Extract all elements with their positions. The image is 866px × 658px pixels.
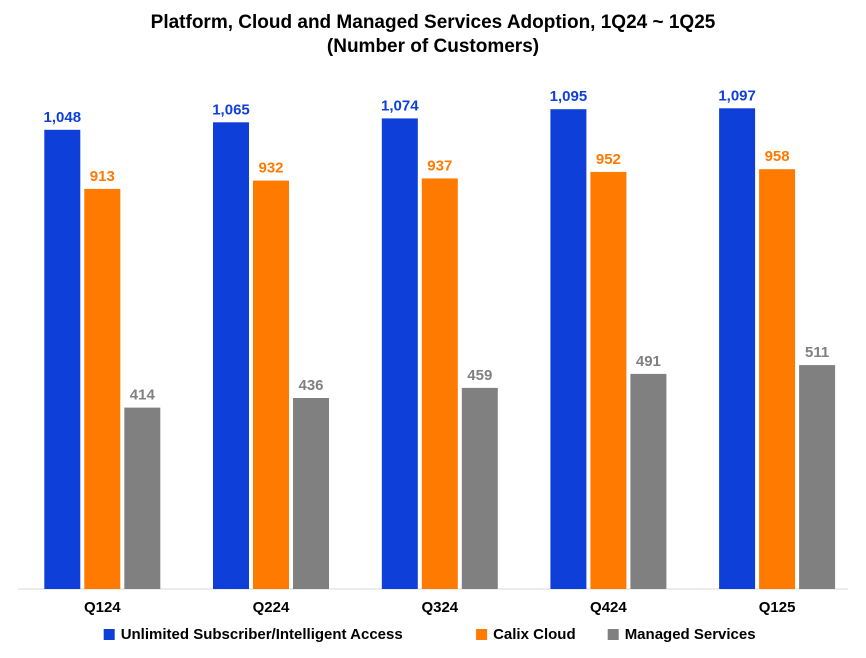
chart-subtitle: (Number of Customers): [327, 36, 539, 57]
bar-q124-series-2: [124, 407, 161, 589]
bar-q125-series-0: [719, 108, 756, 590]
x-tick-q324: Q324: [421, 599, 458, 616]
bar-q424-series-0: [550, 109, 587, 589]
x-tick-q224: Q224: [253, 599, 290, 616]
legend-swatch-2: [607, 629, 619, 640]
bar-q424-series-2: [630, 373, 667, 589]
data-label-q224-series-0: 1,065: [212, 101, 250, 118]
bar-q424-series-1: [590, 171, 627, 589]
legend-swatch-0: [103, 629, 115, 640]
x-tick-q124: Q124: [84, 599, 121, 616]
bar-q224-series-1: [253, 180, 289, 589]
data-label-q324-series-1: 937: [427, 157, 452, 174]
bar-q124-series-1: [84, 188, 121, 589]
bar-q224-series-0: [213, 122, 249, 590]
data-label-q125-series-2: 511: [805, 344, 829, 361]
legend-item-2[interactable]: Managed Services: [607, 626, 756, 643]
x-tick-q125: Q125: [759, 599, 796, 616]
data-label-q124-series-0: 1,048: [44, 109, 82, 126]
bar-q125-series-2: [799, 365, 836, 589]
data-label-q124-series-1: 913: [90, 168, 115, 185]
data-label-q125-series-1: 958: [765, 148, 790, 165]
data-label-q124-series-2: 414: [130, 387, 156, 404]
bar-q324-series-0: [381, 118, 418, 590]
legend-label-0: Unlimited Subscriber/Intelligent Access: [121, 626, 403, 643]
data-label-q324-series-2: 459: [467, 367, 492, 384]
legend-label-1: Calix Cloud: [493, 626, 576, 643]
chart-title: Platform, Cloud and Managed Services Ado…: [151, 12, 716, 33]
data-label-q324-series-0: 1,074: [381, 97, 419, 114]
bars-layer: [44, 108, 836, 590]
data-label-q424-series-2: 491: [636, 353, 661, 370]
bar-q224-series-2: [293, 398, 329, 589]
legend-item-1[interactable]: Calix Cloud: [476, 626, 576, 643]
x-tick-labels: Q124 Q224 Q324 Q424 Q125: [84, 599, 796, 616]
bar-q125-series-1: [759, 169, 796, 589]
data-label-q424-series-1: 952: [596, 151, 621, 168]
data-label-q224-series-1: 932: [258, 160, 283, 177]
legend-label-2: Managed Services: [625, 626, 756, 643]
x-tick-q424: Q424: [590, 599, 627, 616]
bar-q324-series-2: [461, 387, 498, 589]
legend[interactable]: Unlimited Subscriber/Intelligent Access C…: [103, 626, 756, 643]
data-labels-layer: 1,048 913 414 1,065 932 436 1,074 937 459 1,095 95…: [44, 87, 830, 403]
bar-q124-series-0: [44, 129, 81, 590]
data-label-q424-series-0: 1,095: [550, 88, 588, 105]
legend-item-0[interactable]: Unlimited Subscriber/Intelligent Access: [103, 626, 403, 643]
legend-swatch-1: [476, 629, 488, 640]
bar-q324-series-1: [421, 178, 458, 589]
data-label-q224-series-2: 436: [298, 377, 323, 394]
data-label-q125-series-0: 1,097: [718, 87, 756, 104]
